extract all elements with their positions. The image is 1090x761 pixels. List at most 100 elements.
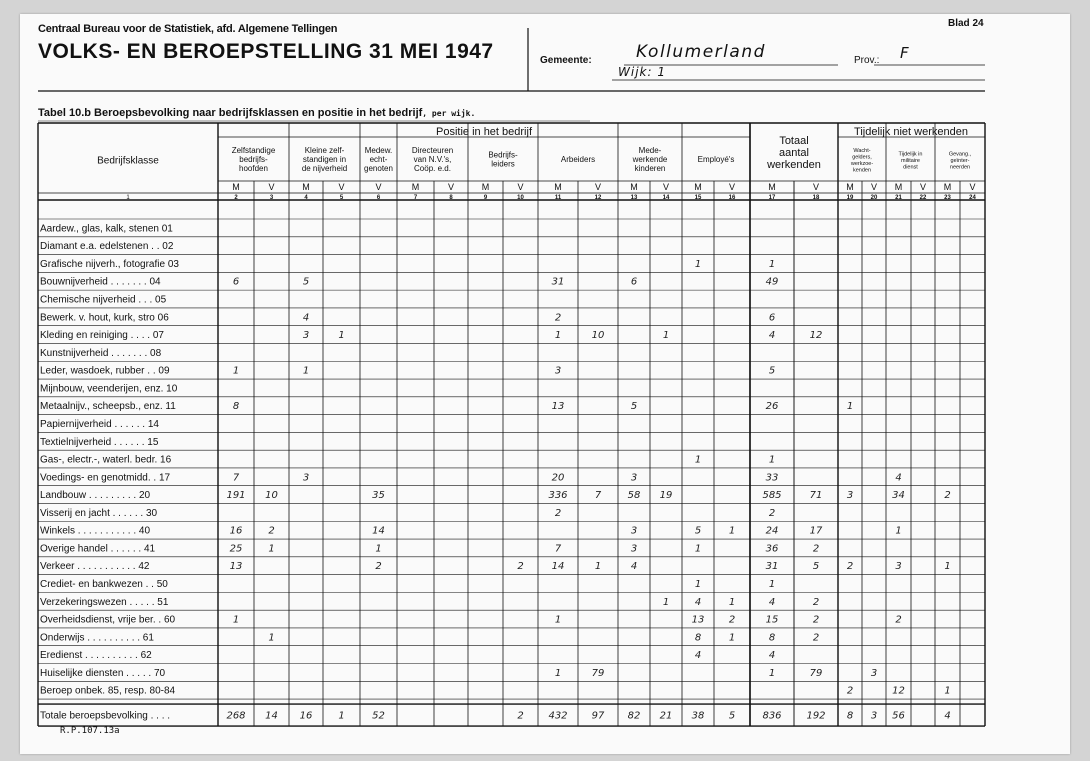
cell-value: 1: [303, 366, 309, 377]
cell-value: 13: [552, 401, 565, 412]
row-label: Winkels . . . . . . . . . . . 40: [40, 526, 150, 537]
total-cell-value: 14: [265, 711, 278, 722]
column-number: 24: [969, 195, 976, 201]
column-number: 2: [234, 195, 238, 201]
cell-value: 10: [265, 490, 278, 501]
form-title: VOLKS- EN BEROEPSTELLING 31 MEI 1947: [38, 40, 494, 63]
cell-value: 20: [552, 472, 565, 483]
province-value: F: [900, 44, 909, 62]
column-number: 5: [340, 195, 344, 201]
table-caption-text: Tabel 10.b Beroepsbevolking naar bedrijf…: [38, 107, 423, 119]
cell-value: 14: [372, 526, 385, 537]
cell-value: 8: [233, 401, 239, 412]
mv-header: M: [482, 182, 490, 192]
column-number: 11: [555, 195, 562, 201]
cell-value: 35: [372, 490, 385, 501]
cell-value: 3: [631, 472, 637, 483]
column-number: 14: [663, 195, 670, 201]
cell-value: 1: [729, 526, 735, 537]
cell-value: 2: [847, 561, 853, 572]
totaal-header: aantal: [779, 147, 809, 159]
column-number: 3: [270, 195, 274, 201]
sheet-number: Blad 24: [948, 18, 984, 29]
position-group-header: standigen in: [303, 155, 346, 164]
cell-value: 1: [695, 579, 701, 590]
position-group-header: Kleine zelf-: [305, 146, 345, 155]
cell-value: 2: [813, 543, 819, 554]
form-code: R.P.107.13a: [60, 726, 120, 736]
tijdelijk-group-header: kenden: [853, 168, 871, 174]
tijdelijk-group-header: militaire: [901, 158, 920, 164]
cell-value: 2: [375, 561, 381, 572]
row-label: Bewerk. v. hout, kurk, stro 06: [40, 312, 169, 323]
tijdelijk-group-header: Gevang.,: [949, 151, 972, 157]
cell-value: 1: [663, 330, 669, 341]
mv-header: M: [302, 182, 310, 192]
cell-value: 2: [895, 615, 901, 626]
row-label: Eredienst . . . . . . . . . . 62: [40, 650, 152, 661]
cell-value: 12: [810, 330, 823, 341]
total-cell-value: 268: [226, 711, 245, 722]
row-label: Gas-, electr.-, waterl. bedr. 16: [40, 455, 172, 466]
cell-value: 49: [766, 277, 779, 288]
position-group-header: Arbeiders: [561, 155, 595, 164]
position-group-header: genoten: [364, 164, 393, 173]
tijdelijk-group-header: Wacht-: [853, 148, 870, 154]
cell-value: 2: [813, 615, 819, 626]
row-label: Mijnbouw, veenderijen, enz. 10: [40, 383, 178, 394]
total-cell-value: 4: [944, 711, 950, 722]
cell-value: 33: [766, 472, 779, 483]
cell-value: 10: [592, 330, 605, 341]
column-number: 20: [871, 195, 878, 201]
tijdelijk-group-header: werkzoe-: [850, 161, 873, 167]
cell-value: 1: [555, 330, 561, 341]
cell-value: 31: [766, 561, 779, 572]
cell-value: 1: [375, 543, 381, 554]
total-cell-value: 52: [372, 711, 385, 722]
row-label: Textielnijverheid . . . . . . 15: [40, 437, 159, 448]
cell-value: 1: [944, 686, 950, 697]
row-label: Voedings- en genotmidd. . 17: [40, 472, 171, 483]
position-group-header: Directeuren: [412, 146, 453, 155]
cell-value: 2: [944, 490, 950, 501]
cell-value: 1: [944, 561, 950, 572]
mv-header: M: [846, 182, 854, 192]
cell-value: 1: [555, 668, 561, 679]
gemeente-value: Kollumerland: [636, 42, 766, 62]
positie-header: Positie in het bedrijf: [436, 126, 533, 138]
mv-header: M: [895, 182, 903, 192]
row-label: Papiernijverheid . . . . . . 14: [40, 419, 159, 430]
cell-value: 4: [303, 312, 309, 323]
cell-value: 16: [230, 526, 243, 537]
row-label: Aardew., glas, kalk, stenen 01: [40, 223, 173, 234]
position-group-header: kinderen: [635, 164, 666, 173]
cell-value: 34: [892, 490, 905, 501]
total-cell-value: 38: [692, 711, 705, 722]
position-group-header: leiders: [491, 159, 515, 168]
column-number: 19: [847, 195, 854, 201]
total-cell-value: 836: [762, 711, 781, 722]
province-label: Prov.:: [854, 55, 880, 66]
total-cell-value: 3: [871, 711, 877, 722]
cell-value: 8: [769, 632, 775, 643]
column-number: 7: [414, 195, 418, 201]
total-cell-value: 8: [847, 711, 853, 722]
mv-header: V: [920, 182, 926, 192]
cell-value: 1: [268, 632, 274, 643]
cell-value: 2: [555, 508, 561, 519]
cell-value: 1: [338, 330, 344, 341]
total-cell-value: 5: [729, 711, 735, 722]
row-label: Grafische nijverh., fotografie 03: [40, 259, 179, 270]
cell-value: 585: [762, 490, 781, 501]
tijdelijk-header: Tijdelijk niet werkenden: [854, 126, 968, 138]
cell-value: 1: [695, 259, 701, 270]
cell-value: 4: [895, 472, 901, 483]
cell-value: 6: [233, 277, 239, 288]
cell-value: 1: [769, 579, 775, 590]
column-number: 1: [126, 195, 130, 201]
column-number: 8: [449, 195, 453, 201]
column-number: 4: [304, 195, 308, 201]
table-caption-suffix: , per wijk.: [422, 109, 476, 118]
mv-header: V: [969, 182, 975, 192]
total-cell-value: 16: [300, 711, 313, 722]
